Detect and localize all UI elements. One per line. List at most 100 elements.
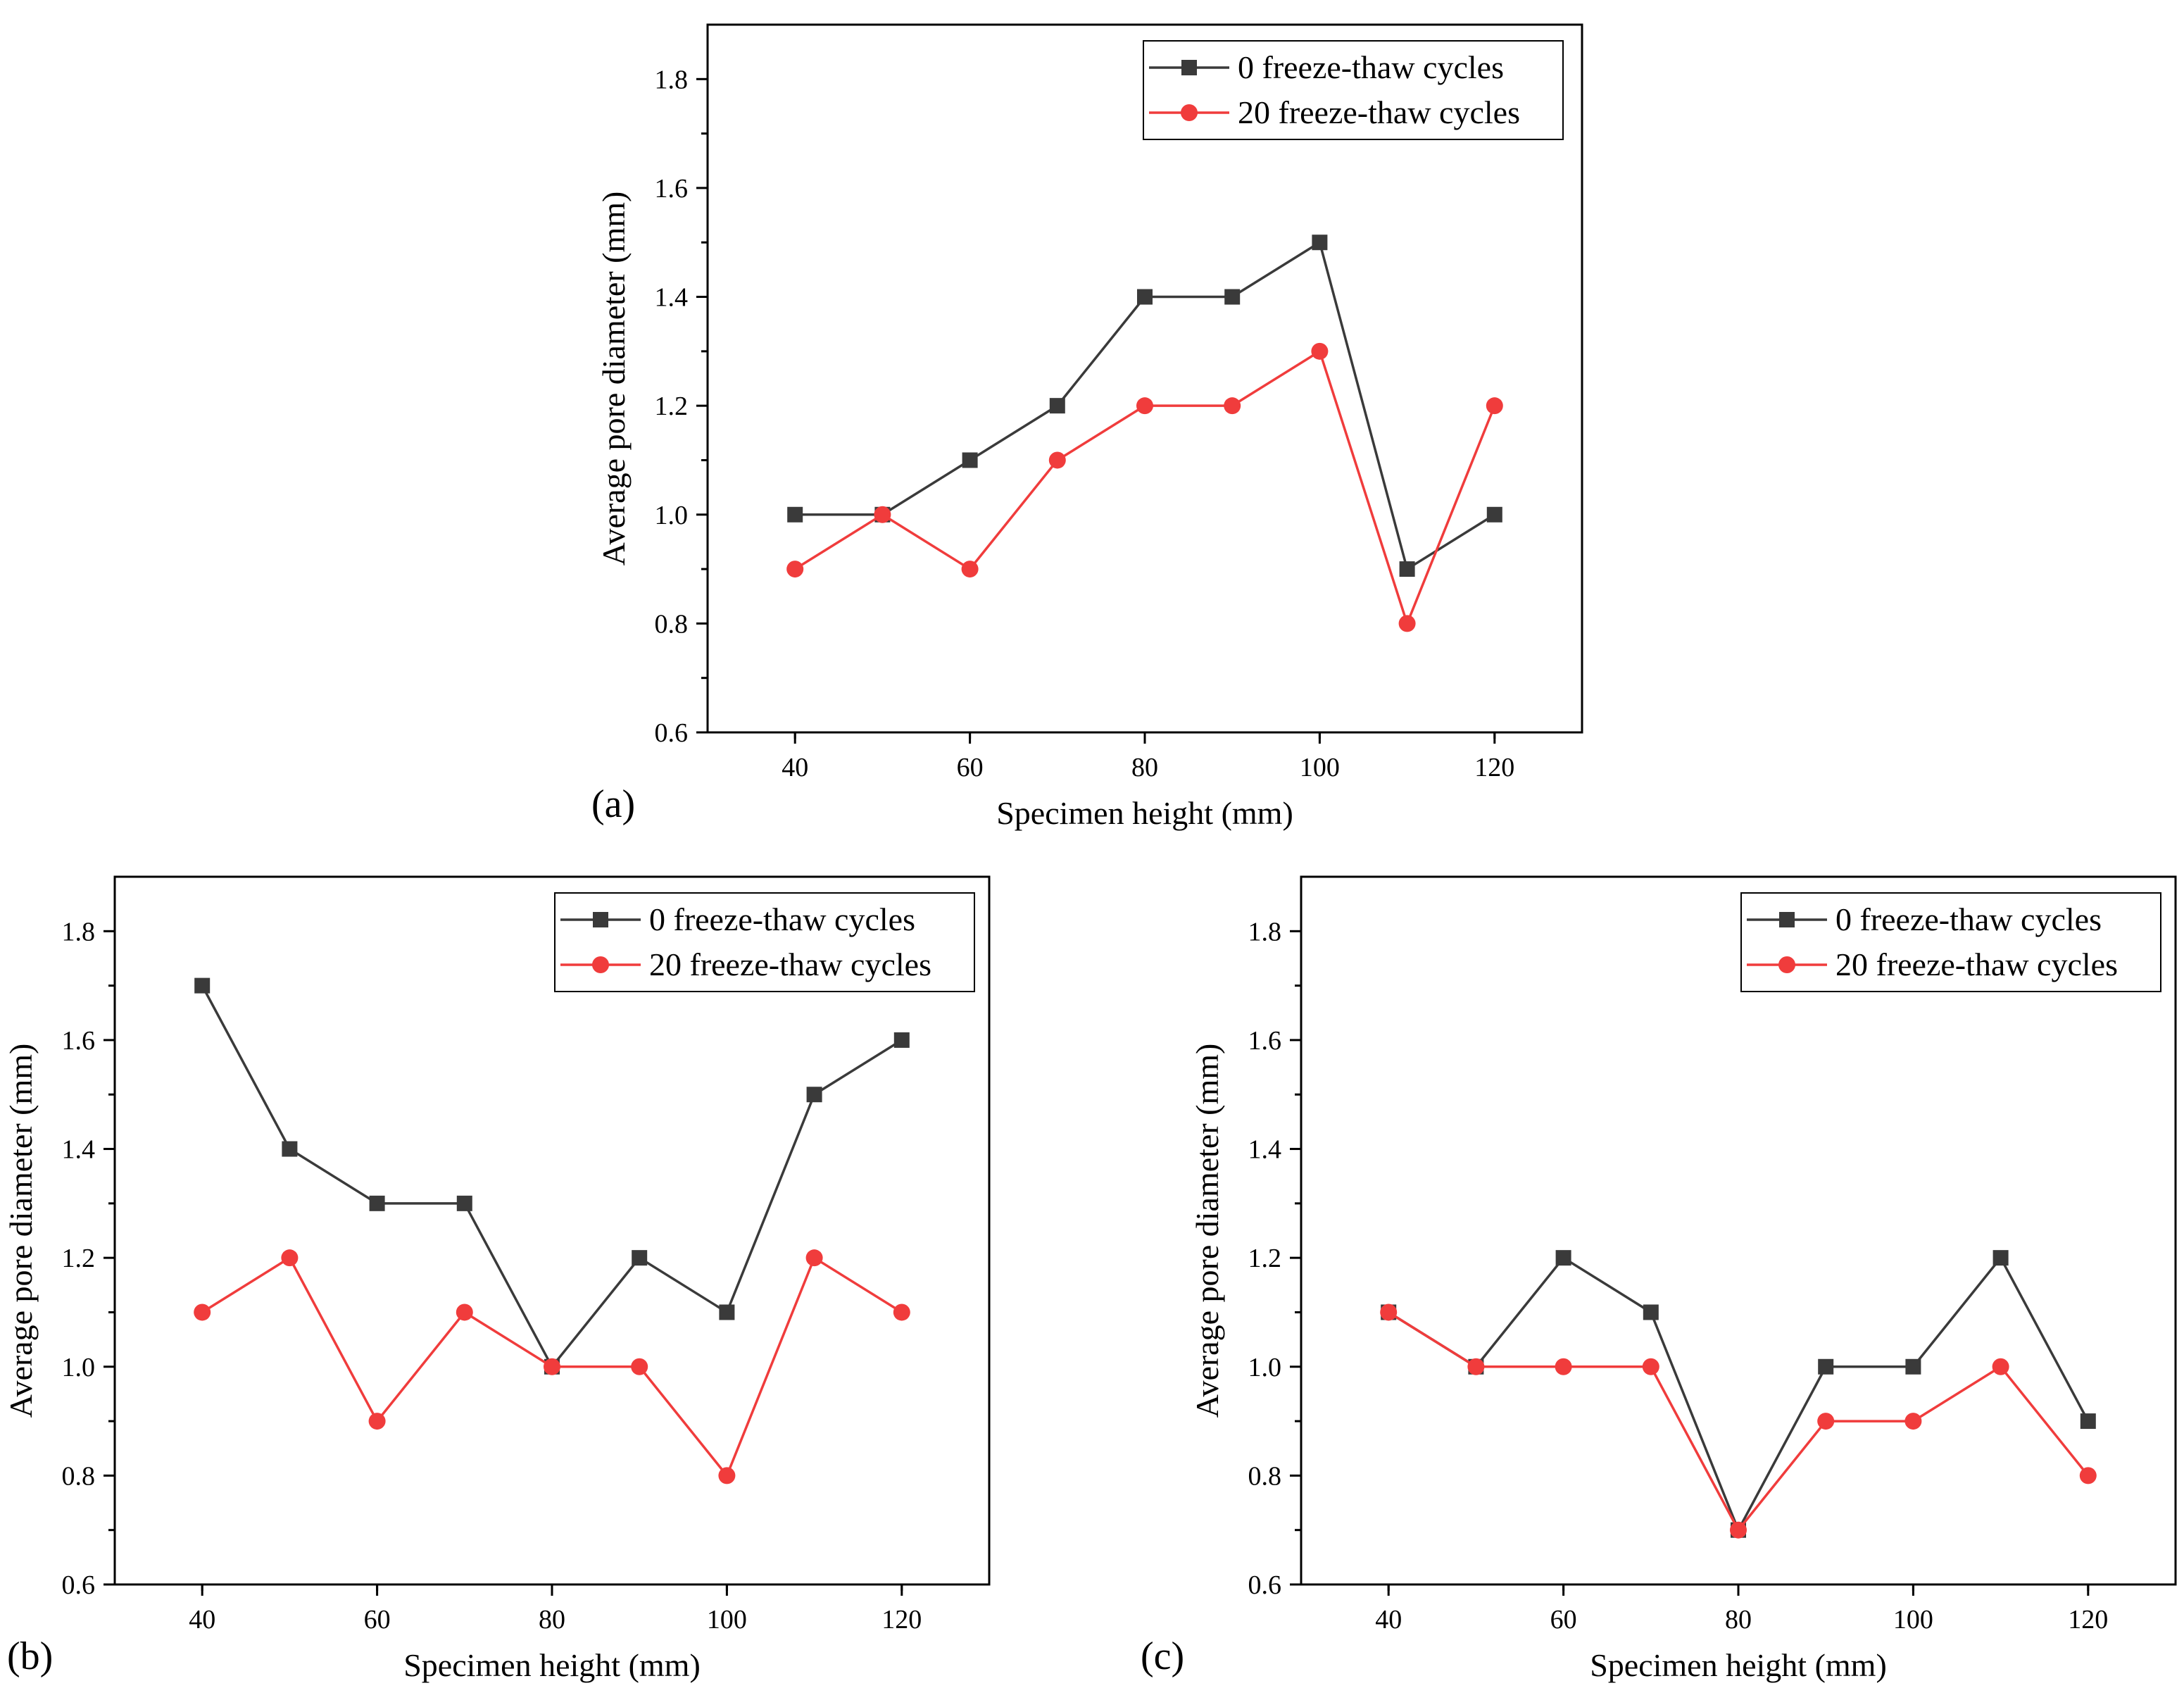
data-point-circle [631,1358,648,1375]
x-axis-title: Specimen height (mm) [1590,1647,1887,1683]
x-tick-label: 120 [881,1605,922,1634]
data-point-circle [1486,397,1503,415]
y-tick-label: 0.6 [62,1570,96,1600]
y-axis-title: Average pore diameter (mm) [596,192,632,566]
y-tick-label: 1.8 [1248,917,1282,946]
x-tick-label: 40 [782,753,808,782]
data-point-square [369,1195,385,1211]
data-point-circle [961,561,979,578]
x-tick-label: 80 [539,1605,565,1634]
legend-marker-circle [1181,104,1198,121]
data-point-square [1312,235,1328,251]
panel-label: (b) [7,1634,53,1678]
y-tick-label: 1.8 [655,65,689,94]
x-tick-label: 120 [2068,1605,2108,1634]
y-tick-label: 1.0 [655,501,689,530]
data-point-circle [718,1467,736,1484]
legend-label: 20 freeze-thaw cycles [1835,946,2118,982]
data-point-circle [544,1358,560,1375]
y-tick-label: 1.2 [62,1244,96,1273]
legend-marker-square [1181,60,1197,75]
data-point-circle [893,1303,910,1321]
y-axis-title: Average pore diameter (mm) [3,1044,39,1418]
legend-marker-circle [1778,956,1795,973]
data-point-circle [1467,1358,1485,1375]
chart-panel-c: 0.6 0.8 1.0 1.2 1.4 1.6 1.8 40 60 80 100 120 Specime… [1141,875,2177,1683]
data-point-square [632,1250,648,1266]
legend-box [554,892,975,992]
data-point-square [1992,1250,2009,1266]
data-point-circle [1904,1413,1922,1430]
panel-label: (c) [1141,1634,1184,1678]
data-point-circle [1730,1521,1747,1539]
data-point-square [194,977,211,994]
series-line-cycles-0 [201,984,903,1369]
data-point-circle [194,1303,211,1321]
data-point-circle [281,1249,299,1267]
y-tick-label: 1.2 [655,392,689,421]
data-point-circle [368,1413,386,1430]
x-tick-label: 120 [1474,753,1514,782]
legend-marker-square [1779,912,1795,927]
data-point-square [2080,1413,2096,1430]
y-tick-label: 1.4 [1248,1135,1282,1165]
data-point-square [282,1141,298,1157]
legend-label: 20 freeze-thaw cycles [649,946,931,982]
data-point-square [893,1032,910,1048]
x-tick-label: 60 [957,753,984,782]
y-tick-label: 1.0 [62,1353,96,1382]
y-tick-label: 0.8 [655,609,689,639]
chart-panel-b: 0.6 0.8 1.0 1.2 1.4 1.6 1.8 40 60 80 100 120 Specime… [3,875,991,1683]
data-point-square [1818,1358,1834,1375]
y-tick-label: 1.2 [1248,1244,1282,1273]
y-tick-label: 0.8 [62,1461,96,1491]
series-line-cycles-0 [1388,1255,2090,1533]
series-line-cycles-20 [794,349,1496,627]
data-point-square [1137,289,1153,305]
data-point-circle [456,1303,473,1321]
data-point-square [1905,1358,1921,1375]
y-axis-title: Average pore diameter (mm) [1189,1044,1225,1418]
y-tick-label: 1.0 [1248,1353,1282,1382]
y-tick-label: 1.6 [62,1026,96,1056]
data-point-circle [1398,615,1416,632]
data-point-circle [1642,1358,1659,1375]
x-tick-label: 60 [364,1605,391,1634]
x-tick-label: 60 [1550,1605,1577,1634]
data-point-square [1224,289,1241,305]
data-point-circle [1817,1413,1835,1430]
data-point-square [1399,561,1415,577]
legend-box [1740,892,2161,992]
data-point-circle [1992,1358,2009,1375]
y-tick-label: 0.6 [655,718,689,748]
legend-label: 0 freeze-thaw cycles [1238,49,1504,85]
x-tick-label: 40 [1375,1605,1402,1634]
data-point-circle [874,506,891,523]
data-point-square [1049,398,1065,414]
y-tick-label: 1.8 [62,917,96,946]
x-tick-label: 80 [1725,1605,1752,1634]
x-tick-label: 40 [189,1605,215,1634]
data-point-square [962,452,978,468]
data-point-circle [786,561,804,578]
x-tick-label: 100 [707,1605,747,1634]
data-point-square [1555,1250,1571,1266]
legend-label: 20 freeze-thaw cycles [1238,94,1520,130]
legend-box [1143,40,1564,140]
data-point-circle [1380,1303,1398,1321]
data-point-circle [1224,397,1241,415]
data-point-square [787,506,803,523]
x-tick-label: 100 [1300,753,1340,782]
legend-label: 0 freeze-thaw cycles [649,901,915,937]
x-axis-title: Specimen height (mm) [996,795,1293,831]
y-tick-label: 0.8 [1248,1461,1282,1491]
data-point-circle [805,1249,823,1267]
data-point-square [1643,1304,1659,1320]
legend-marker-circle [592,956,609,973]
data-point-circle [1311,342,1329,360]
x-tick-label: 100 [1893,1605,1933,1634]
data-point-square [719,1304,735,1320]
y-tick-label: 1.6 [1248,1026,1282,1056]
y-tick-label: 1.6 [655,174,689,204]
